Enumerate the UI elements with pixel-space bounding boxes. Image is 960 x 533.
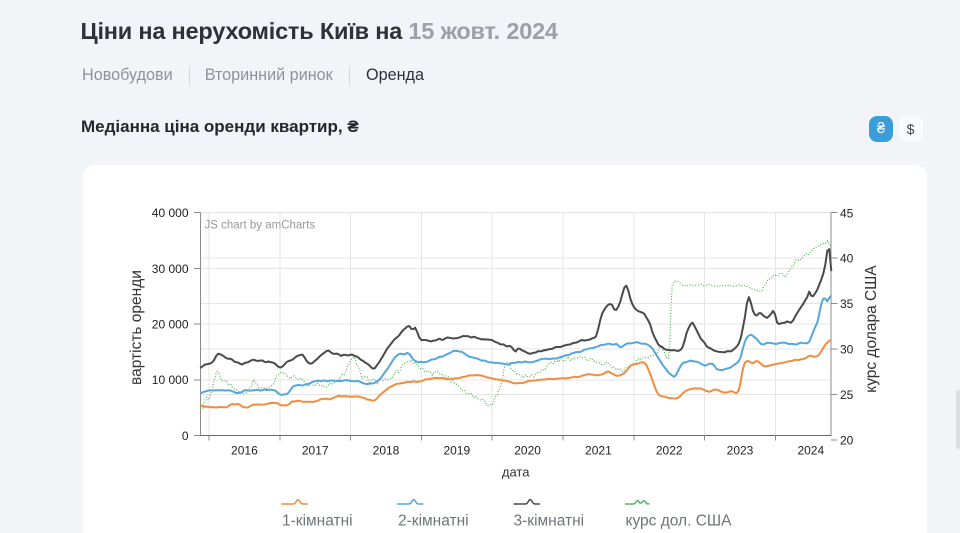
svg-text:JS chart by amCharts: JS chart by amCharts	[205, 220, 316, 232]
svg-text:2018: 2018	[373, 444, 400, 458]
svg-text:2020: 2020	[514, 444, 541, 458]
svg-text:20 000: 20 000	[152, 318, 189, 332]
svg-text:2023: 2023	[727, 444, 754, 458]
svg-text:30: 30	[840, 343, 854, 357]
svg-text:курс дол. США: курс дол. США	[626, 512, 733, 529]
svg-text:10 000: 10 000	[152, 373, 189, 387]
svg-text:45: 45	[840, 206, 854, 220]
svg-text:2017: 2017	[302, 444, 329, 458]
svg-text:курс долара США: курс долара США	[863, 265, 880, 393]
svg-text:2022: 2022	[656, 444, 683, 458]
svg-text:вартість оренди: вартість оренди	[128, 270, 145, 385]
svg-text:3-кімнатні: 3-кімнатні	[514, 512, 585, 529]
svg-text:40 000: 40 000	[152, 206, 189, 220]
svg-text:30 000: 30 000	[152, 262, 189, 276]
svg-text:2016: 2016	[231, 444, 258, 458]
svg-text:2024: 2024	[797, 444, 824, 458]
svg-text:2-кімнатні: 2-кімнатні	[398, 512, 469, 529]
svg-text:40: 40	[840, 252, 854, 266]
svg-text:25: 25	[840, 388, 854, 402]
svg-text:дата: дата	[502, 465, 530, 480]
svg-text:20: 20	[840, 434, 854, 448]
svg-text:2019: 2019	[443, 444, 470, 458]
svg-text:2021: 2021	[585, 444, 612, 458]
svg-text:1-кімнатні: 1-кімнатні	[282, 512, 353, 529]
svg-text:0: 0	[182, 429, 189, 443]
svg-text:35: 35	[840, 297, 854, 311]
